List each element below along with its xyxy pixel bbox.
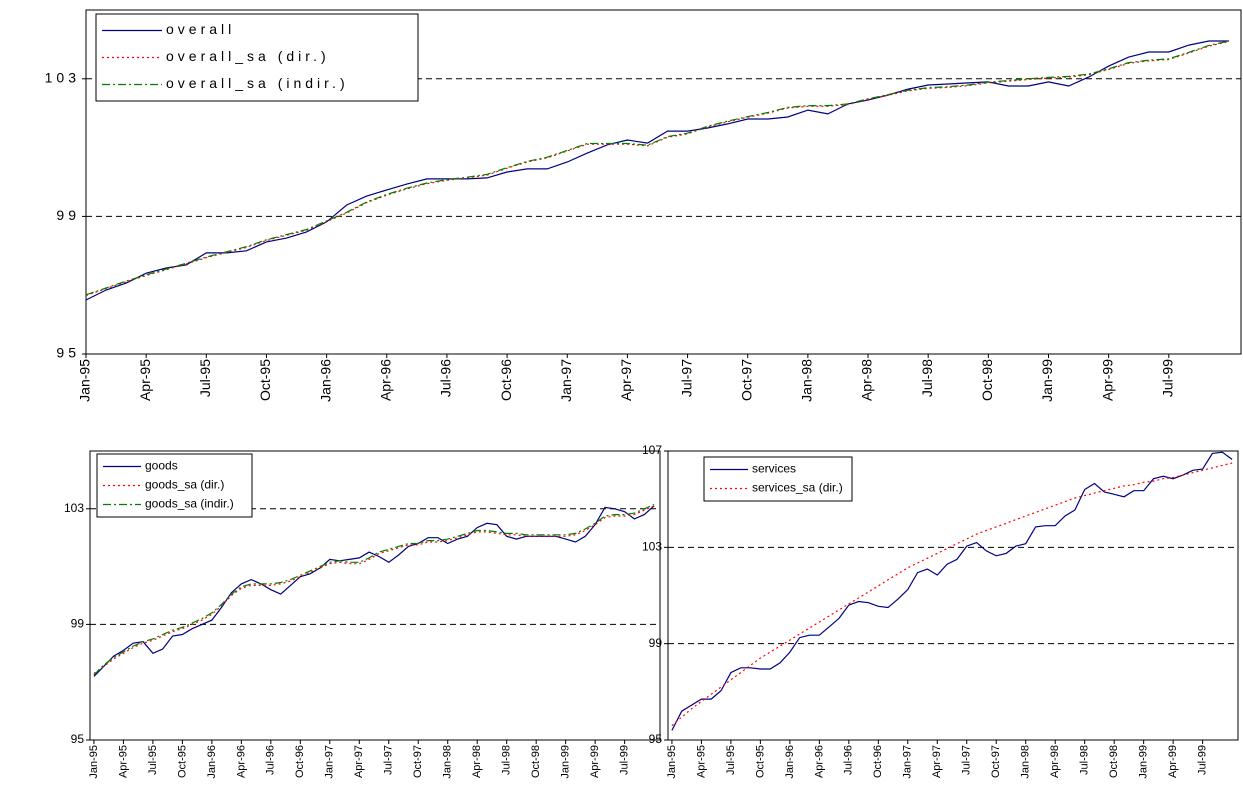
x-tick-label: Apr-98 [859,359,875,401]
legend-box [95,13,419,102]
x-tick-label: Jul-95 [197,359,213,397]
x-tick-label: Jan-98 [442,745,454,779]
series-line [671,462,1233,727]
series-line [85,40,1229,301]
x-tick-label: Apr-96 [235,745,247,778]
x-tick-label: Jan-96 [206,745,218,779]
x-tick-label: Oct-98 [979,359,995,401]
legend-box [703,456,853,502]
x-tick-label: Jan-96 [784,745,796,779]
x-tick-label: Jan-95 [77,359,93,402]
x-tick-label: Jan-98 [1020,745,1032,779]
x-tick-label: Jul-99 [619,745,631,775]
x-tick-label: Jan-99 [1039,359,1055,402]
y-tick-label: 95 [71,732,85,746]
series-line [671,451,1233,731]
y-tick-label: 103 [45,70,80,86]
series-line [85,41,1230,297]
x-tick-label: Jul-95 [147,745,159,775]
legend-label: overall_sa (dir.) [166,48,330,64]
series-line [85,40,1230,296]
x-tick-label: Oct-95 [257,359,273,401]
x-tick-label: Apr-99 [589,745,601,778]
series-line [93,503,655,676]
y-tick-label: 99 [56,207,80,223]
x-tick-label: Oct-96 [294,745,306,778]
x-tick-label: Jul-96 [843,745,855,775]
x-tick-label: Apr-99 [1099,359,1115,401]
x-tick-label: Jan-97 [902,745,914,779]
x-tick-label: Apr-95 [117,745,129,778]
x-tick-label: Apr-98 [1049,745,1061,778]
legend-label: overall [166,21,235,37]
x-tick-label: Jul-99 [1197,745,1209,775]
series-line [93,505,655,677]
x-tick-label: Oct-96 [872,745,884,778]
x-tick-label: Apr-96 [377,359,393,401]
x-tick-label: Jan-97 [324,745,336,779]
x-tick-label: Oct-96 [498,359,514,401]
x-tick-label: Jul-98 [919,359,935,397]
legend-box [96,453,253,518]
plot-frame [85,9,1242,355]
x-tick-label: Apr-96 [813,745,825,778]
x-tick-label: Apr-97 [618,359,634,401]
x-tick-label: Oct-95 [176,745,188,778]
x-tick-label: Jul-97 [961,745,973,775]
x-tick-label: Jul-99 [1160,359,1176,397]
x-tick-label: Oct-97 [412,745,424,778]
x-tick-label: Jan-98 [799,359,815,402]
x-tick-label: Jul-95 [725,745,737,775]
x-tick-label: Jan-99 [560,745,572,779]
x-tick-label: Oct-97 [990,745,1002,778]
y-tick-label: 99 [649,636,663,650]
x-tick-label: Jul-97 [383,745,395,775]
legend-label: overall_sa (indir.) [166,75,349,91]
x-tick-label: Oct-98 [530,745,542,778]
legend-label: goods [145,459,178,473]
x-tick-label: Apr-97 [353,745,365,778]
x-tick-label: Jan-95 [666,745,678,779]
x-tick-label: Apr-99 [1167,745,1179,778]
y-tick-label: 107 [642,443,662,457]
x-tick-label: Jan-95 [88,745,100,779]
series-line [93,505,655,674]
y-tick-label: 103 [64,501,84,515]
legend-label: goods_sa (indir.) [145,497,234,511]
x-tick-label: Oct-98 [1108,745,1120,778]
plot-frame [89,450,661,741]
x-tick-label: Apr-97 [931,745,943,778]
y-tick-label: 103 [642,540,662,554]
x-tick-label: Apr-98 [471,745,483,778]
x-tick-label: Jan-97 [558,359,574,402]
x-tick-label: Jul-98 [1079,745,1091,775]
y-tick-label: 99 [71,617,85,631]
x-tick-label: Jan-99 [1138,745,1150,779]
x-tick-label: Apr-95 [137,359,153,401]
y-tick-label: 95 [56,345,80,361]
x-tick-label: Jul-96 [438,359,454,397]
y-tick-label: 95 [649,732,663,746]
legend-label: services_sa (dir.) [752,481,843,495]
x-tick-label: Jul-96 [265,745,277,775]
x-tick-label: Jul-97 [678,359,694,397]
legend-label: goods_sa (dir.) [145,478,224,492]
x-tick-label: Oct-95 [754,745,766,778]
x-tick-label: Oct-97 [738,359,754,401]
x-tick-label: Jan-96 [317,359,333,402]
x-tick-label: Apr-95 [695,745,707,778]
x-tick-label: Jul-98 [501,745,513,775]
legend-label: services [752,462,796,476]
